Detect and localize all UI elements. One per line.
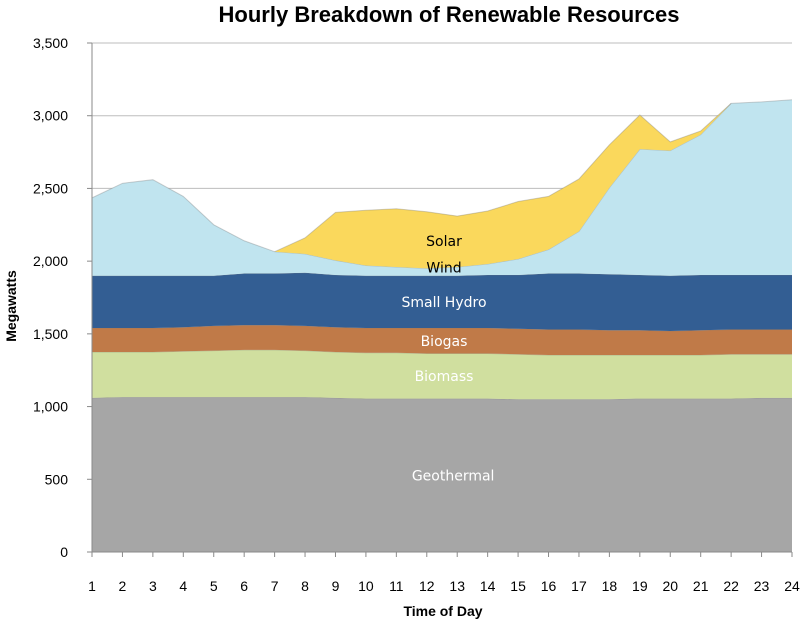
x-tick-label: 1 [88, 578, 96, 594]
y-tick-label: 3,000 [33, 108, 68, 124]
x-tick-label: 5 [210, 578, 218, 594]
area-biogas [92, 325, 792, 355]
x-tick-label: 8 [301, 578, 309, 594]
x-tick-label: 21 [693, 578, 709, 594]
x-tick-label: 24 [784, 578, 800, 594]
x-tick-label: 18 [602, 578, 618, 594]
area-edge-solar [274, 102, 732, 253]
y-axis-label: Megawatts [3, 270, 19, 342]
series-label-biomass: Biomass [415, 369, 474, 385]
x-tick-label: 19 [632, 578, 648, 594]
y-tick-label: 2,000 [33, 253, 68, 269]
series-label-wind: Wind [426, 261, 461, 277]
y-tick-label: 1,000 [33, 399, 68, 415]
x-tick-label: 11 [389, 578, 404, 594]
x-tick-label: 22 [723, 578, 739, 594]
x-tick-label: 15 [510, 578, 526, 594]
chart-title: Hourly Breakdown of Renewable Resources [219, 2, 680, 27]
series-labels: Geothermal Biomass Biogas Small Hydro Wind So… [401, 234, 494, 485]
x-tick-label: 6 [240, 578, 248, 594]
series-label-solar: Solar [426, 234, 462, 250]
x-tick-label: 3 [149, 578, 157, 594]
area-geothermal [92, 397, 792, 552]
x-tick-label: 16 [541, 578, 557, 594]
x-tick-label: 2 [119, 578, 127, 594]
y-tick-label: 0 [60, 544, 68, 560]
series-label-biogas: Biogas [421, 334, 468, 350]
x-tick-labels: 1 2 3 4 5 6 7 8 9 10 11 12 13 14 15 16 17 18 19 20 21 22 23 24 [88, 578, 800, 594]
y-tick-label: 1,500 [33, 326, 68, 342]
x-tick-label: 17 [571, 578, 587, 594]
y-tick-label: 2,500 [33, 180, 68, 196]
area-biomass [92, 349, 792, 400]
axes [87, 42, 793, 557]
x-axis-label: Time of Day [403, 603, 482, 619]
area-solar [92, 99, 792, 269]
x-tick-label: 14 [480, 578, 496, 594]
x-tick-label: 20 [662, 578, 678, 594]
x-tick-label: 9 [332, 578, 340, 594]
y-tick-labels: 0 500 1,000 1,500 2,000 2,500 3,000 3,500 [33, 35, 68, 560]
x-tick-label: 10 [358, 578, 374, 594]
area-small-hydro [92, 272, 792, 331]
x-tick-label: 7 [271, 578, 279, 594]
x-tick-label: 23 [754, 578, 770, 594]
series-label-small-hydro: Small Hydro [401, 295, 486, 311]
stacked-areas [91, 99, 793, 552]
series-label-geothermal: Geothermal [412, 468, 495, 484]
x-tick-label: 4 [179, 578, 187, 594]
y-tick-label: 500 [45, 471, 69, 487]
x-tick-label: 12 [419, 578, 435, 594]
x-tick-label: 13 [449, 578, 465, 594]
y-tick-label: 3,500 [33, 35, 68, 51]
area-wind [92, 99, 792, 276]
